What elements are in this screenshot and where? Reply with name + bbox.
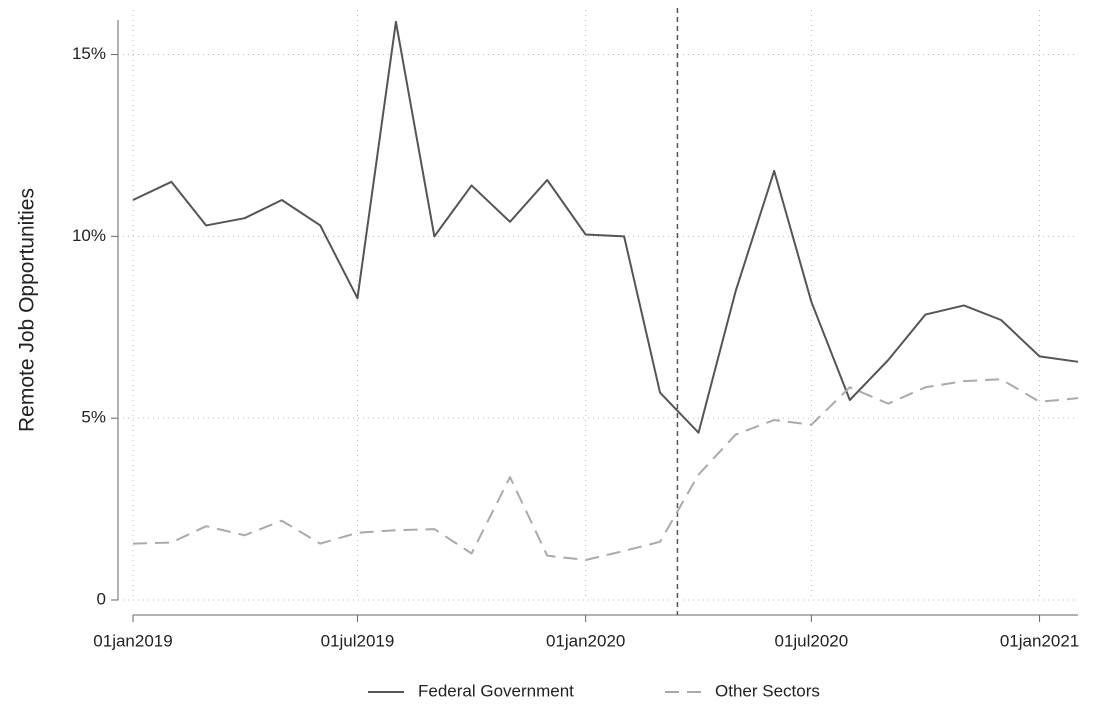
y-axis-label: Remote Job Opportunities bbox=[16, 188, 39, 432]
x-tick-label: 01jul2019 bbox=[321, 631, 395, 650]
series-line bbox=[132, 378, 1079, 561]
legend-label: Other Sectors bbox=[715, 681, 820, 700]
legend-label: Federal Government bbox=[418, 681, 574, 700]
y-tick-label: 0 bbox=[97, 589, 106, 608]
x-tick-label: 01jan2021 bbox=[1000, 631, 1079, 650]
x-tick-label: 01jan2020 bbox=[546, 631, 625, 650]
y-tick-label: 10% bbox=[72, 226, 106, 245]
series-line bbox=[132, 20, 1079, 434]
x-tick-label: 01jan2019 bbox=[93, 631, 172, 650]
y-tick-label: 15% bbox=[72, 44, 106, 63]
y-tick-label: 5% bbox=[81, 408, 106, 427]
x-tick-label: 01jul2020 bbox=[774, 631, 848, 650]
